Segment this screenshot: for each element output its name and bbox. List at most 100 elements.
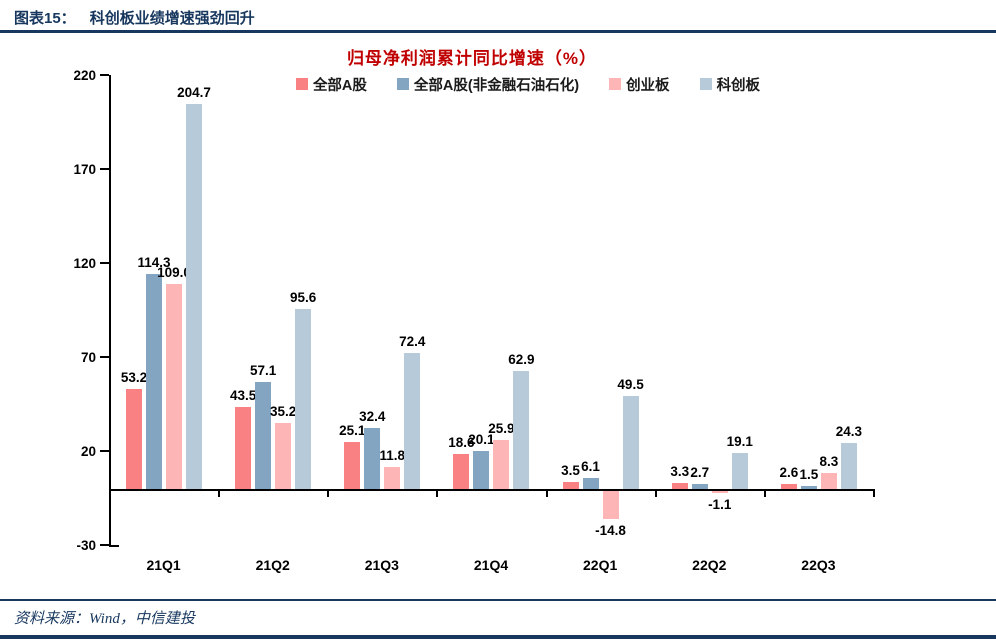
bar-全部A股-21Q2 [235, 407, 252, 489]
bar-value-label: 49.5 [617, 376, 644, 392]
legend-item-创业板: 创业板 [609, 74, 670, 95]
bottom-divider [0, 635, 996, 639]
legend-swatch-icon [396, 78, 409, 90]
bar-value-label: 114.3 [137, 255, 171, 271]
x-axis-tick-mark [873, 489, 875, 497]
x-axis-zero-line [109, 489, 875, 491]
chart-title: 归母净利润累计同比增速（%） [346, 49, 598, 68]
bar-value-label: 72.4 [399, 333, 426, 349]
x-axis-tick-mark [436, 489, 439, 497]
y-axis-tick-label: 70 [80, 350, 96, 366]
chart-legend: 全部A股 全部A股(非金融石油石化) 创业板 科创板 [60, 74, 996, 94]
bar-科创板-22Q1 [622, 395, 639, 489]
y-axis-tick-mark [100, 168, 109, 171]
bar-创业板-21Q1 [166, 284, 182, 489]
y-axis-bottom-tick [109, 545, 119, 548]
legend-label: 创业板 [626, 77, 670, 94]
bar-全部A股(非金融石油石化)-21Q2 [255, 381, 272, 489]
data-source: 资料来源：Wind，中信建投 [14, 611, 195, 627]
figure-header: 图表15： 科创板业绩增速强劲回升 [14, 7, 255, 28]
bar-value-label: 2.7 [690, 464, 710, 480]
bar-全部A股-21Q1 [126, 388, 142, 489]
bar-value-label: 8.3 [819, 454, 839, 470]
footer-divider [0, 599, 996, 601]
bar-创业板-21Q4 [493, 440, 510, 489]
legend-swatch-icon [699, 78, 712, 90]
x-axis-category-label: 21Q4 [473, 557, 509, 573]
bar-全部A股-21Q4 [453, 454, 470, 489]
legend-item-科创板: 科创板 [699, 74, 760, 95]
bar-科创板-22Q2 [731, 453, 748, 489]
x-axis-tick-mark [218, 489, 221, 497]
header-divider [0, 30, 996, 33]
y-axis-tick-label: 120 [73, 256, 96, 272]
legend-label: 全部A股 [312, 77, 367, 94]
bar-value-label: 19.1 [726, 434, 753, 450]
figure-number: 图表15： [14, 10, 76, 27]
bar-value-label: 57.1 [250, 362, 277, 378]
bar-value-label: 20.1 [468, 432, 495, 448]
bar-value-label: 35.2 [270, 403, 297, 419]
y-axis-tick-mark [100, 450, 109, 453]
bar-value-label: 204.7 [177, 85, 211, 101]
bar-创业板-22Q1 [602, 491, 619, 519]
bar-全部A股-22Q1 [562, 482, 579, 489]
bar-value-label: 43.5 [230, 388, 257, 404]
bar-科创板-21Q3 [404, 352, 421, 489]
y-axis-tick-label: -30 [76, 538, 96, 554]
legend-swatch-icon [609, 78, 622, 90]
legend-swatch-icon [295, 78, 308, 90]
x-axis-category-label: 21Q3 [364, 557, 399, 573]
bar-全部A股(非金融石油石化)-21Q3 [364, 428, 381, 489]
y-axis-tick-label: 170 [73, 162, 96, 178]
bar-value-label: -1.1 [708, 497, 732, 513]
bar-value-label: 1.5 [799, 467, 819, 483]
bar-value-label: 3.3 [670, 463, 690, 479]
bar-创业板-22Q3 [820, 473, 837, 489]
bar-value-label: 25.1 [339, 422, 366, 438]
x-axis-tick-mark [545, 489, 548, 497]
x-axis-category-label: 22Q3 [801, 557, 836, 573]
bar-全部A股(非金融石油石化)-22Q1 [582, 477, 599, 489]
bar-全部A股-21Q3 [344, 441, 361, 489]
bar-科创板-21Q2 [295, 309, 312, 489]
y-axis-tick-label: 20 [80, 444, 96, 460]
bar-科创板-22Q3 [840, 443, 857, 489]
bar-value-label: 11.8 [379, 447, 406, 463]
legend-label: 全部A股(非金融石油石化) [413, 77, 580, 94]
bar-chart-plot-area: 220 170 120 70 20 -30 53.2 43.5 25.1 18.6 3.5 3.3 2.… [73, 68, 875, 573]
bar-创业板-22Q2 [711, 491, 728, 494]
bar-全部A股(非金融石油石化)-22Q3 [800, 486, 817, 489]
bar-value-label: 32.4 [359, 409, 386, 425]
y-axis-tick-mark [100, 544, 109, 547]
y-axis-tick-mark [100, 262, 109, 265]
x-axis-category-label: 21Q1 [146, 557, 181, 573]
bar-科创板-21Q4 [513, 370, 530, 489]
bar-value-label: 2.6 [779, 465, 799, 481]
legend-item-全部A股: 全部A股 [295, 74, 367, 95]
bar-全部A股(非金融石油石化)-21Q4 [473, 451, 490, 489]
y-axis-line [109, 75, 111, 548]
bar-全部A股(非金融石油石化)-22Q2 [691, 483, 708, 489]
bar-创业板-21Q2 [275, 422, 292, 489]
bar-value-label: 18.6 [448, 435, 475, 451]
x-axis-category-label: 22Q1 [583, 557, 618, 573]
y-axis-tick-mark [100, 356, 109, 359]
x-axis-category-label: 21Q2 [255, 557, 290, 573]
bar-value-label: 6.1 [581, 458, 600, 474]
bar-value-label: 25.9 [488, 421, 515, 437]
x-axis-tick-mark [327, 489, 330, 497]
x-axis-tick-mark [654, 489, 657, 497]
x-axis-tick-mark [763, 489, 766, 497]
y-axis-tick-label: 220 [73, 68, 96, 84]
bar-全部A股(非金融石油石化)-21Q1 [146, 274, 162, 489]
bar-value-label: 95.6 [290, 290, 317, 306]
bar-value-label: 62.9 [508, 351, 535, 367]
bar-全部A股-22Q3 [780, 484, 797, 489]
y-axis-tick-mark [100, 74, 109, 77]
bar-科创板-21Q1 [186, 104, 202, 489]
bar-value-label: 24.3 [835, 424, 862, 440]
bar-value-label: 53.2 [120, 369, 148, 385]
x-axis-category-label: 22Q2 [692, 557, 727, 573]
